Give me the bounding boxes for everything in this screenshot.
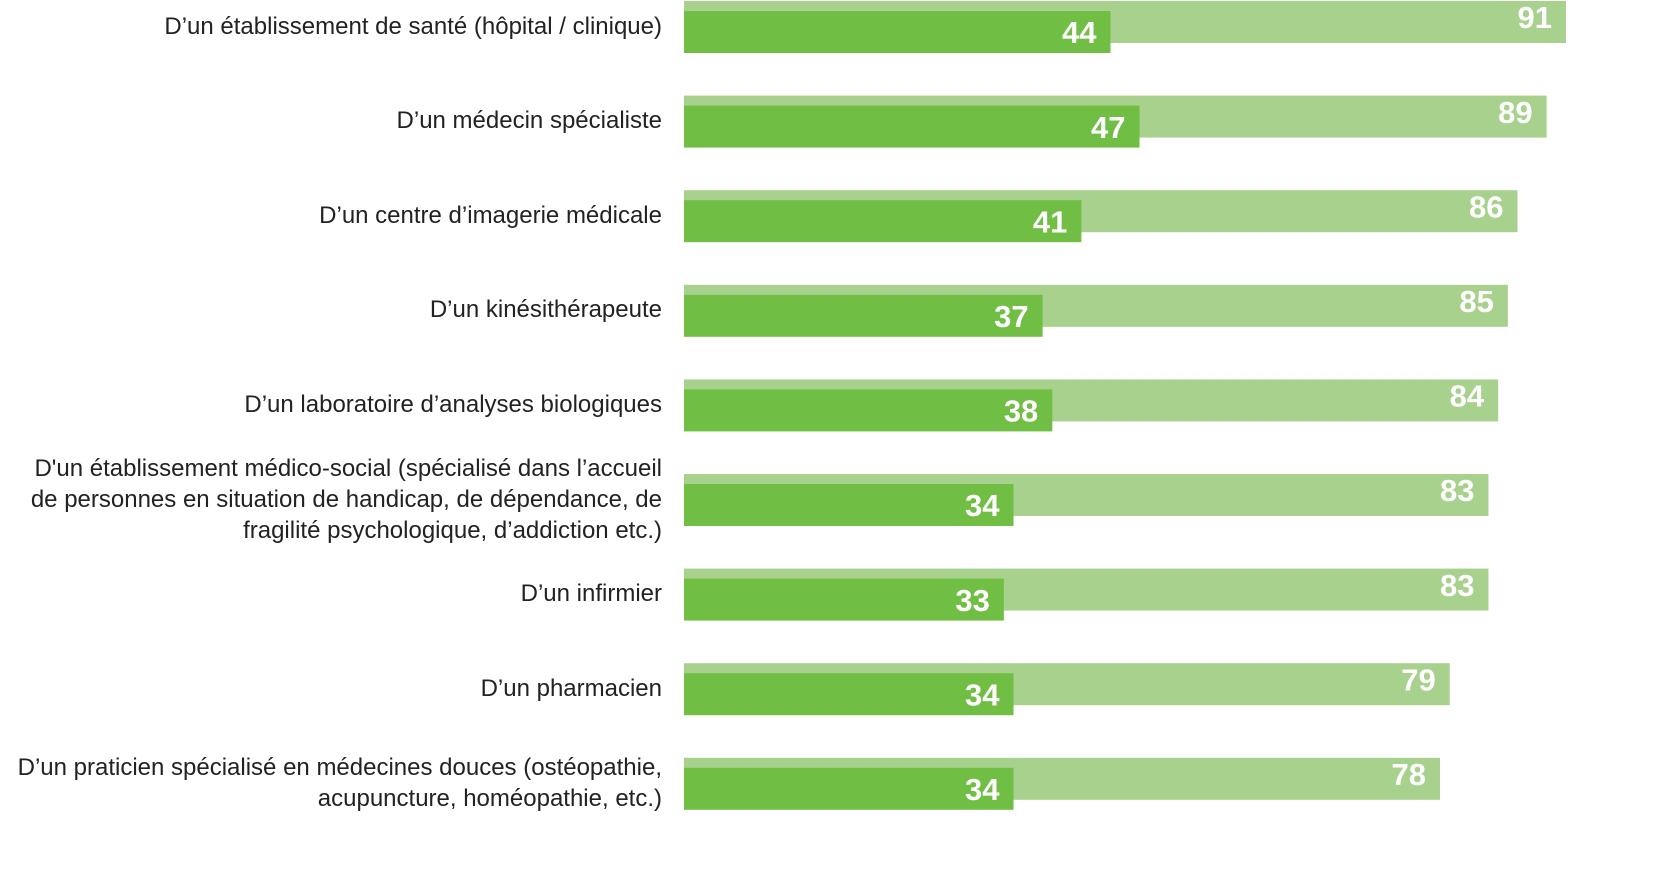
value-label: 89	[1498, 95, 1532, 130]
category-label: D’un laboratoire d’analyses biologiques	[0, 354, 662, 454]
value-label: 41	[1033, 204, 1067, 239]
category-text: D’un praticien spécialisé en médecines d…	[17, 753, 662, 812]
bar	[684, 578, 1004, 621]
category-label: D’un praticien spécialisé en médecines d…	[0, 733, 662, 833]
value-label: 34	[965, 772, 1000, 807]
category-text: D’un pharmacien	[480, 674, 662, 702]
value-label: 47	[1091, 110, 1125, 145]
category-label: D’un médecin spécialiste	[0, 71, 662, 171]
category-text: D'un établissement médico-social (spécia…	[30, 454, 662, 544]
value-label: 85	[1459, 284, 1493, 319]
category-text: D’un médecin spécialiste	[396, 107, 662, 135]
value-label: 79	[1401, 662, 1435, 697]
category-label: D’un infirmier	[0, 544, 662, 644]
category-text: D’un établissement de santé (hôpital / c…	[164, 12, 662, 40]
category-label: D’un kinésithérapeute	[0, 260, 662, 360]
bar	[684, 389, 1053, 432]
bar	[684, 767, 1014, 810]
value-label: 44	[1062, 15, 1097, 50]
value-label: 91	[1518, 0, 1552, 35]
bar	[684, 484, 1014, 526]
bar	[684, 294, 1043, 337]
category-label: D’un établissement de santé (hôpital / c…	[0, 0, 662, 76]
value-label: 86	[1469, 189, 1503, 224]
category-label: D'un établissement médico-social (spécia…	[0, 449, 662, 549]
category-text: D’un centre d’imagerie médicale	[319, 201, 662, 229]
value-label: 83	[1440, 473, 1474, 508]
value-label: 83	[1440, 568, 1474, 603]
value-label: 33	[955, 583, 989, 618]
category-label: D’un centre d’imagerie médicale	[0, 165, 662, 265]
value-label: 38	[1004, 394, 1038, 429]
value-label: 78	[1392, 757, 1426, 792]
bar	[684, 673, 1014, 716]
value-label: 84	[1450, 379, 1485, 414]
bar	[684, 11, 1111, 53]
value-label: 37	[994, 299, 1028, 334]
value-label: 34	[965, 488, 1000, 523]
category-text: D’un infirmier	[520, 580, 662, 608]
bar	[684, 105, 1140, 148]
value-label: 34	[965, 677, 1000, 712]
category-text: D’un kinésithérapeute	[429, 296, 662, 324]
bar	[684, 200, 1082, 243]
category-text: D’un laboratoire d’analyses biologiques	[244, 390, 662, 418]
category-label: D’un pharmacien	[0, 638, 662, 738]
